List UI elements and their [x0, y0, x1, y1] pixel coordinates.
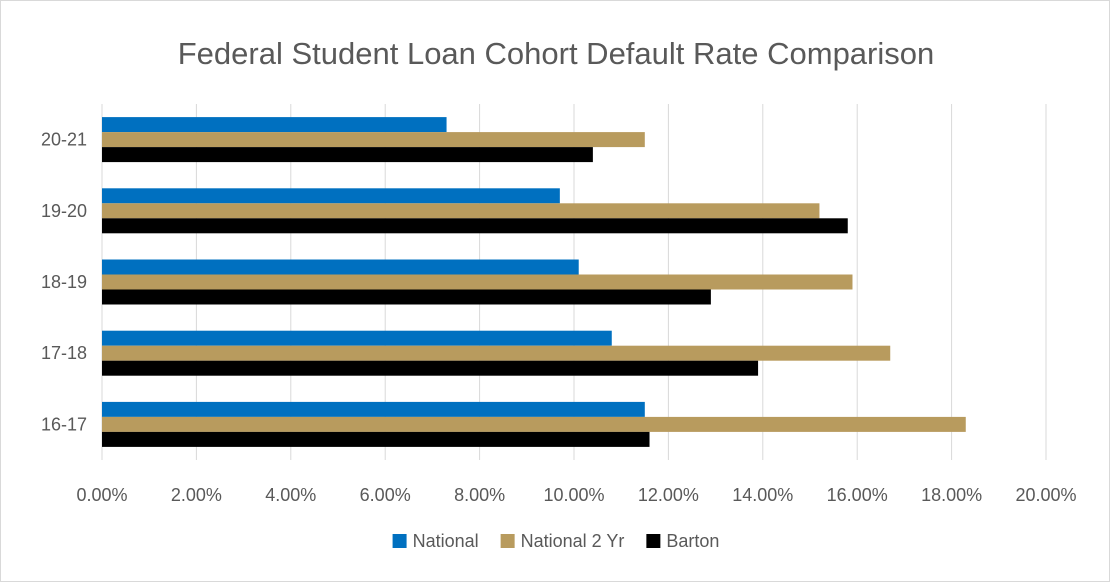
bar-national — [102, 259, 579, 275]
x-tick-label: 20.00% — [1015, 485, 1076, 505]
y-tick-label: 19-20 — [41, 201, 87, 221]
x-tick-label: 2.00% — [171, 485, 222, 505]
y-axis-labels: 16-17 17-18 18-19 19-20 20-21 — [41, 130, 87, 435]
x-tick-label: 12.00% — [638, 485, 699, 505]
x-tick-label: 6.00% — [360, 485, 411, 505]
bar-national-2-yr — [102, 345, 891, 361]
legend-label: National 2 Yr — [521, 531, 625, 551]
legend-swatch — [500, 534, 515, 548]
x-axis-labels: 0.00% 2.00% 4.00% 6.00% 8.00% 10.00% 12.00% 14.… — [76, 485, 1076, 505]
x-tick-label: 18.00% — [921, 485, 982, 505]
y-tick-label: 16-17 — [41, 414, 87, 434]
bar-national — [102, 401, 645, 417]
x-tick-label: 10.00% — [543, 485, 604, 505]
x-tick-label: 14.00% — [732, 485, 793, 505]
bar-barton — [102, 147, 593, 163]
legend-swatch — [646, 534, 661, 548]
y-tick-label: 20-21 — [41, 130, 87, 150]
x-tick-label: 16.00% — [827, 485, 888, 505]
chart-title: Federal Student Loan Cohort Default Rate… — [178, 36, 935, 71]
legend: National National 2 Yr Barton — [392, 531, 719, 551]
bar-national-2-yr — [102, 203, 820, 219]
bar-barton — [102, 218, 848, 234]
y-tick-label: 18-19 — [41, 272, 87, 292]
legend-swatch — [392, 534, 407, 548]
legend-label: Barton — [666, 531, 719, 551]
bar-national — [102, 188, 560, 204]
bar-barton — [102, 360, 759, 376]
bar-national-2-yr — [102, 132, 645, 148]
legend-label: National — [413, 531, 479, 551]
x-tick-label: 4.00% — [265, 485, 316, 505]
y-tick-label: 17-18 — [41, 343, 87, 363]
bars — [102, 117, 966, 447]
bar-national — [102, 330, 612, 346]
bar-national-2-yr — [102, 416, 966, 432]
bar-national — [102, 117, 447, 133]
x-tick-label: 8.00% — [454, 485, 505, 505]
bar-barton — [102, 431, 650, 447]
bar-national-2-yr — [102, 274, 853, 290]
bar-barton — [102, 289, 711, 305]
x-tick-label: 0.00% — [76, 485, 127, 505]
